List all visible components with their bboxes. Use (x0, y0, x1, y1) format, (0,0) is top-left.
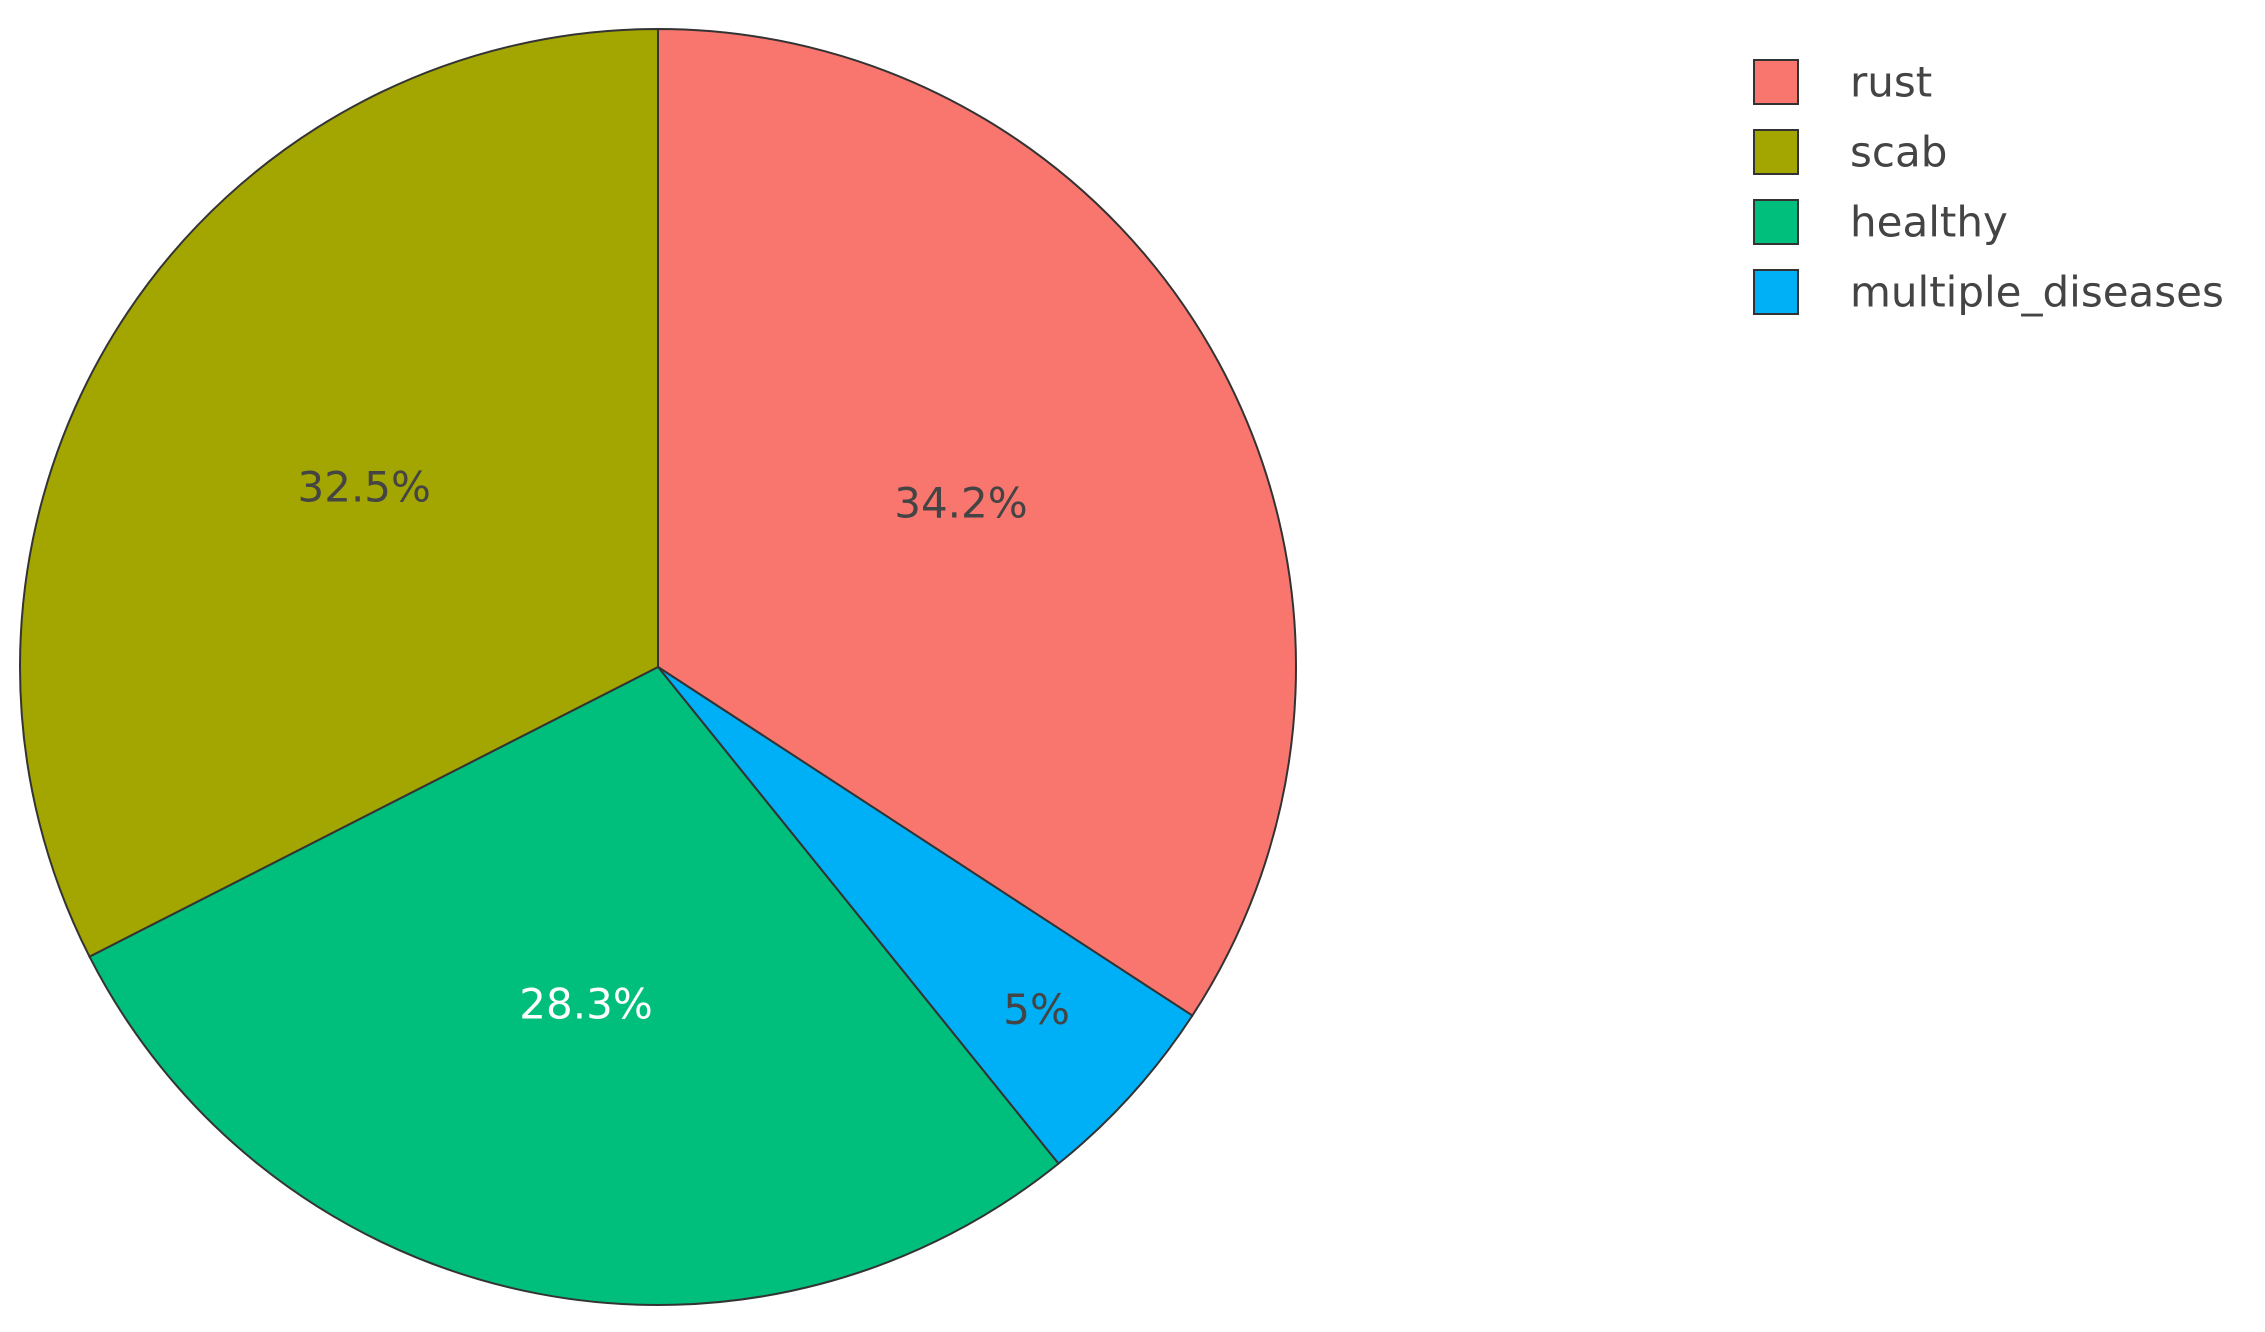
legend-label-healthy: healthy (1850, 198, 2008, 247)
pie-slice-healthy[interactable] (88, 665, 1060, 1306)
pie-slice-rust[interactable] (657, 27, 1297, 1017)
legend-item-multiple-diseases[interactable]: multiple_diseases (1753, 268, 2224, 317)
pie-slices (19, 27, 1297, 1306)
legend-swatch-rust (1753, 59, 1799, 105)
legend-item-rust[interactable]: rust (1753, 58, 1932, 107)
legend-label-multiple-diseases: multiple_diseases (1850, 268, 2224, 317)
legend-swatch-scab (1753, 129, 1799, 175)
legend-item-healthy[interactable]: healthy (1753, 198, 2008, 247)
pie-slice-multiple-diseases[interactable] (657, 666, 1194, 1166)
pie-label-rust: 34.2% (894, 478, 1027, 527)
pie-label-scab: 32.5% (298, 462, 431, 511)
legend-swatch-multiple-diseases (1753, 269, 1799, 315)
pie-slice-scab[interactable] (19, 27, 659, 958)
legend-label-rust: rust (1850, 58, 1932, 107)
pie-label-multiple-diseases: 5% (1003, 985, 1070, 1034)
legend: rust scab healthy multiple_diseases (1753, 58, 2224, 317)
legend-item-scab[interactable]: scab (1753, 128, 1947, 177)
legend-label-scab: scab (1850, 128, 1947, 177)
pie-labels: 34.2% 5% 28.3% 32.5% (298, 462, 1070, 1033)
pie-label-healthy: 28.3% (519, 979, 652, 1028)
legend-swatch-healthy (1753, 199, 1799, 245)
